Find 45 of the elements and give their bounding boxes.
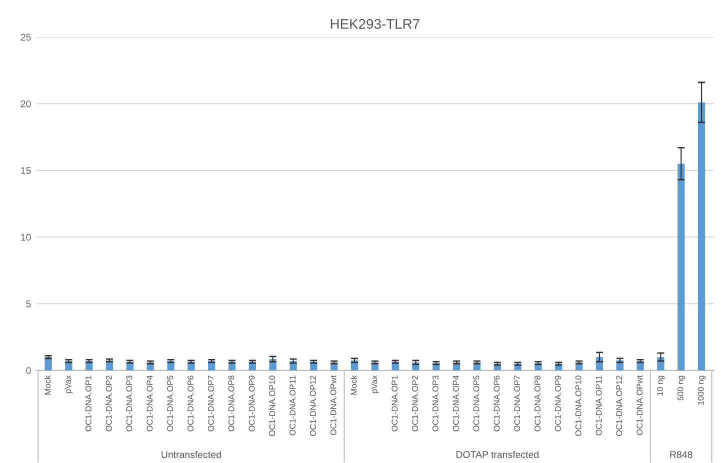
x-tick-label: Mock [350,375,357,394]
x-tick-label: Mock [44,375,51,394]
x-tick-label: OC1-DNA.OP1 [85,376,92,432]
y-tick-label: 25 [20,34,31,41]
chart-title: HEK293-TLR7 [330,19,420,29]
y-tick-label: 5 [26,300,31,308]
x-tick-label: OC1-DNA.OP5 [167,376,174,432]
x-tick-label: OC1-DNA.OPwt [330,375,336,436]
x-tick-label: OC1-DNA.OP4 [146,376,153,432]
x-tick-label: OC1-DNA.OP12 [616,376,622,436]
x-tick-label: OC1-DNA.OP11 [596,376,602,436]
x-tick-label: pVax [371,375,379,394]
x-tick-label: OC1-DNA.OP7 [208,376,214,432]
y-tick-label: 20 [20,100,31,108]
x-tick-label: OC1-DNA.OP7 [514,376,520,432]
x-tick-label: 1000 ng [698,376,706,405]
x-tick-label: OC1-DNA.OP2 [412,376,418,432]
x-tick-label: 500 ng [677,376,686,400]
x-tick-label: OC1-DNA.OP1 [392,376,398,432]
text: DOTAP transfected [456,450,538,458]
x-tick-label: OC1-DNA.OP4 [452,376,459,432]
x-tick-label: OC1-DNA.OP12 [310,376,316,436]
text: R848 [670,451,692,458]
bar [678,164,685,370]
x-tick-label: OC1-DNA.OP6 [494,376,500,432]
x-tick-label: pVax [65,375,73,394]
x-tick-label: OC1-DNA.OP5 [473,376,480,432]
y-tick-label: 0 [26,367,31,374]
x-tick-label: OC1-DNA.OP11 [290,376,296,436]
x-tick-label: OC1-DNA.OP9 [554,376,561,432]
x-tick-label: 10 ng [657,376,665,396]
x-tick-label: OC1-DNA.OP10 [269,376,276,436]
x-tick-label: OC1-DNA.OP8 [228,376,234,432]
x-tick-label: OC1-DNA.OP3 [432,376,438,432]
x-tick-label: OC1-DNA.OPwt [636,375,643,436]
x-tick-label: OC1-DNA.OP3 [126,376,132,432]
text: Untransfected [162,450,221,458]
y-tick-label: 15 [21,167,31,174]
bar [698,102,706,370]
x-tick-label: OC1-DNA.OP9 [248,376,255,432]
x-tick-label: OC1-DNA.OP2 [106,376,112,432]
x-tick-label: OC1-DNA.OP10 [575,376,582,436]
x-tick-label: OC1-DNA.OP6 [188,376,194,432]
y-tick-label: 10 [21,234,31,241]
x-tick-label: OC1-DNA.OP8 [534,376,540,432]
